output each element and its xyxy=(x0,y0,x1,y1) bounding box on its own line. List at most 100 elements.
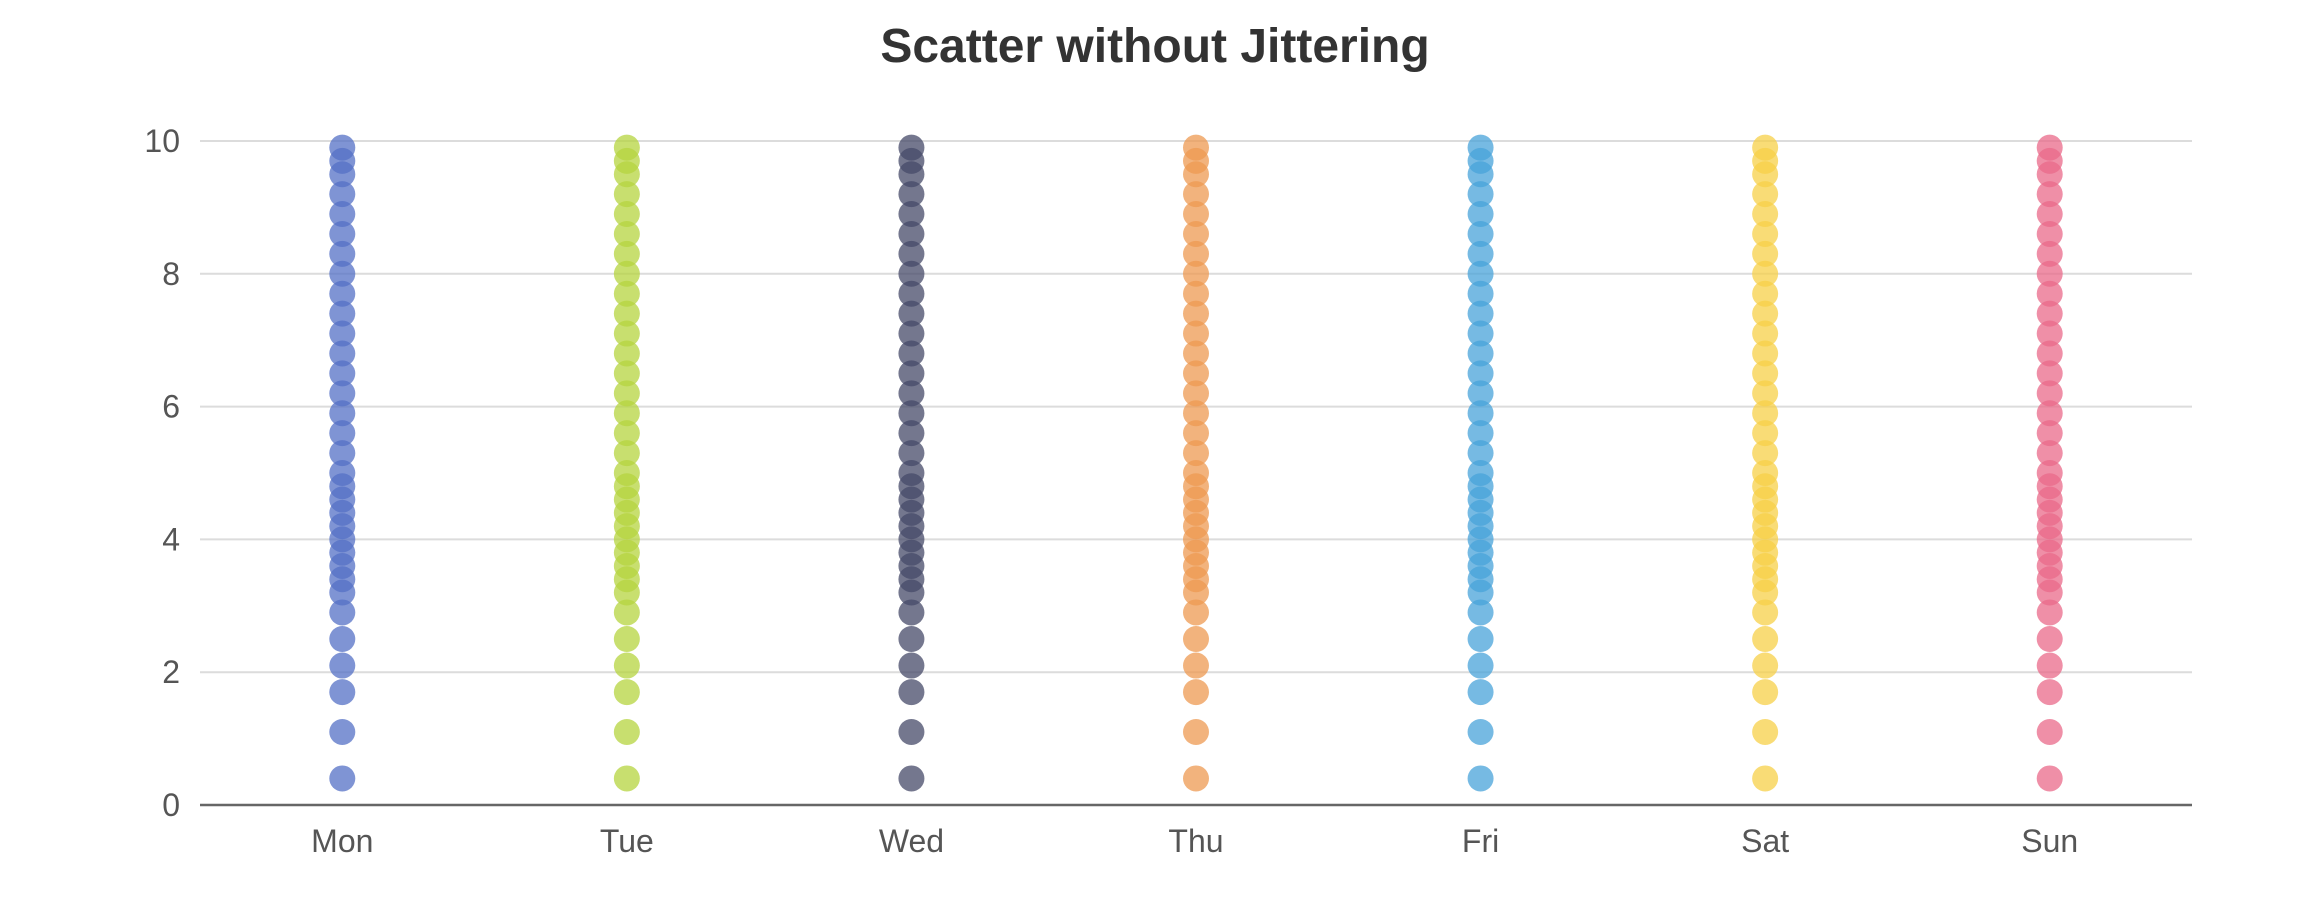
series-mon xyxy=(329,134,356,792)
data-point xyxy=(898,400,925,427)
x-axis: Mon Tue Wed Thu Fri Sat Sun xyxy=(311,823,2078,859)
data-point xyxy=(1467,420,1494,447)
data-point xyxy=(329,300,356,327)
data-point xyxy=(1752,360,1779,387)
data-point xyxy=(2036,420,2063,447)
data-point xyxy=(1183,679,1209,706)
data-point xyxy=(1752,652,1779,679)
data-point xyxy=(1752,240,1779,267)
data-points xyxy=(329,134,2063,792)
data-point xyxy=(1752,220,1779,247)
x-tick-label: Tue xyxy=(600,823,654,859)
y-tick-label: 2 xyxy=(162,654,180,690)
data-point xyxy=(1183,718,1209,745)
data-point xyxy=(1183,201,1209,228)
data-point xyxy=(1752,340,1779,367)
data-point xyxy=(1752,420,1779,447)
data-point xyxy=(329,220,356,247)
data-point xyxy=(898,201,925,228)
data-point xyxy=(1467,718,1494,745)
data-point xyxy=(1467,679,1494,706)
data-point xyxy=(898,718,925,745)
x-tick-label: Wed xyxy=(879,823,944,859)
data-point xyxy=(1183,420,1209,447)
y-tick-label: 0 xyxy=(162,787,180,823)
data-point xyxy=(1183,652,1209,679)
data-point xyxy=(613,599,640,626)
data-point xyxy=(2036,360,2063,387)
data-point xyxy=(1467,765,1494,792)
data-point xyxy=(898,440,925,467)
data-point xyxy=(1467,201,1494,228)
data-point xyxy=(613,765,640,792)
data-point xyxy=(1183,300,1209,327)
data-point xyxy=(2036,280,2063,307)
data-point xyxy=(1752,320,1779,347)
data-point xyxy=(613,460,640,486)
data-point xyxy=(329,440,356,467)
data-point xyxy=(1752,280,1779,307)
data-point xyxy=(329,380,356,407)
data-point xyxy=(2036,220,2063,247)
data-point xyxy=(613,380,640,407)
data-point xyxy=(898,626,925,652)
data-point xyxy=(1467,134,1494,161)
data-point xyxy=(1467,220,1494,247)
series-sat xyxy=(1752,134,1779,792)
data-point xyxy=(613,400,640,427)
data-point xyxy=(613,340,640,367)
data-point xyxy=(1183,460,1209,486)
data-point xyxy=(1752,380,1779,407)
data-point xyxy=(613,280,640,307)
data-point xyxy=(2036,340,2063,367)
data-point xyxy=(898,340,925,367)
data-point xyxy=(613,652,640,679)
data-point xyxy=(1183,360,1209,387)
data-point xyxy=(329,765,356,792)
data-point xyxy=(898,260,925,287)
data-point xyxy=(1183,220,1209,247)
data-point xyxy=(1752,134,1779,161)
data-point xyxy=(1467,260,1494,287)
data-point xyxy=(1467,599,1494,626)
data-point xyxy=(898,300,925,327)
data-point xyxy=(898,220,925,247)
data-point xyxy=(898,380,925,407)
data-point xyxy=(329,320,356,347)
data-point xyxy=(1752,718,1779,745)
data-point xyxy=(329,240,356,267)
data-point xyxy=(898,280,925,307)
data-point xyxy=(898,181,925,208)
data-point xyxy=(2036,626,2063,652)
data-point xyxy=(1183,599,1209,626)
data-point xyxy=(1467,626,1494,652)
data-point xyxy=(2036,718,2063,745)
data-point xyxy=(329,599,356,626)
data-point xyxy=(613,240,640,267)
data-point xyxy=(1183,240,1209,267)
data-point xyxy=(1467,280,1494,307)
y-axis: 0 2 4 6 8 10 xyxy=(144,123,180,823)
data-point xyxy=(613,134,640,161)
data-point xyxy=(1467,240,1494,267)
data-point xyxy=(2036,400,2063,427)
data-point xyxy=(898,765,925,792)
data-point xyxy=(2036,260,2063,287)
data-point xyxy=(1183,400,1209,427)
data-point xyxy=(2036,440,2063,467)
data-point xyxy=(329,340,356,367)
data-point xyxy=(1752,626,1779,652)
data-point xyxy=(1752,440,1779,467)
data-point xyxy=(1467,400,1494,427)
data-point xyxy=(898,599,925,626)
data-point xyxy=(2036,679,2063,706)
data-point xyxy=(1467,181,1494,208)
data-point xyxy=(898,240,925,267)
y-tick-label: 10 xyxy=(144,123,180,159)
data-point xyxy=(2036,380,2063,407)
data-point xyxy=(1183,134,1209,161)
data-point xyxy=(329,679,356,706)
data-point xyxy=(613,626,640,652)
data-point xyxy=(613,181,640,208)
